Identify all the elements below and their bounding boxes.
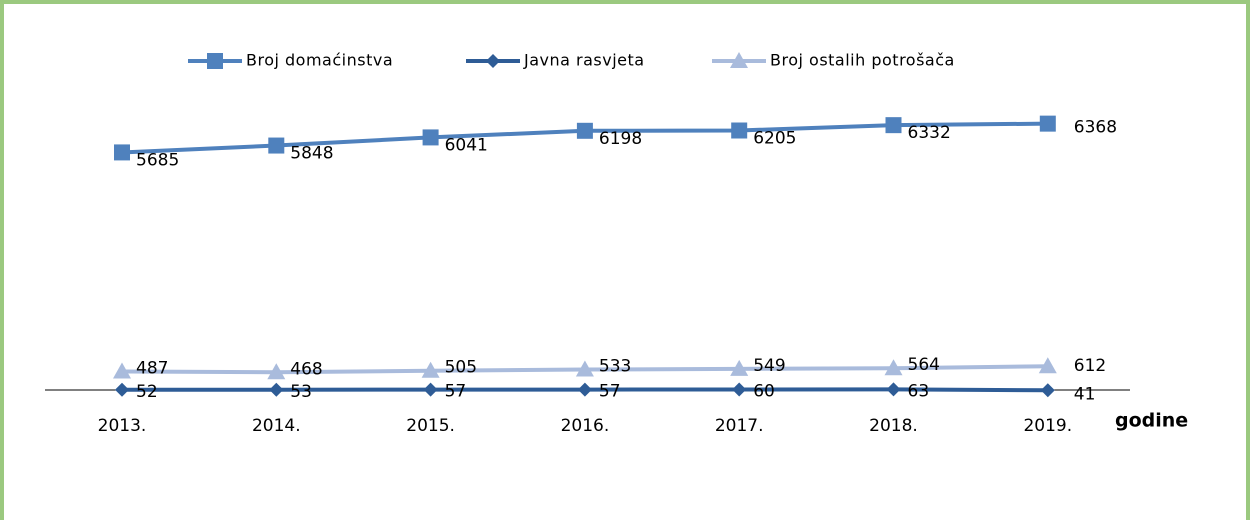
x-tick-label: 2014. [252, 416, 301, 436]
marker [423, 382, 438, 397]
marker [268, 137, 285, 154]
data-label: 487 [136, 358, 168, 378]
marker [730, 359, 749, 376]
data-label: 468 [290, 359, 322, 379]
data-label: 6041 [445, 135, 488, 155]
data-label: 5685 [136, 150, 179, 170]
data-label: 52 [136, 382, 158, 402]
marker [1040, 383, 1055, 398]
marker [115, 382, 129, 397]
legend-marker [207, 53, 223, 69]
data-label: 6205 [753, 129, 796, 149]
data-label: 53 [290, 382, 312, 402]
marker [1039, 115, 1056, 132]
marker [732, 382, 747, 397]
marker [267, 363, 286, 380]
data-label: 549 [753, 356, 785, 376]
legend-label: Broj ostalih potrošača [770, 51, 955, 70]
marker [886, 382, 901, 397]
x-tick-label: 2013. [98, 416, 147, 436]
data-label: 60 [753, 381, 775, 401]
x-tick-label: 2016. [561, 416, 610, 436]
x-tick-label: 2017. [715, 416, 764, 436]
data-label: 5848 [290, 144, 333, 164]
marker [731, 122, 748, 139]
legend-marker [486, 54, 500, 68]
marker [576, 122, 593, 139]
marker [885, 117, 902, 134]
marker [1038, 357, 1057, 374]
legend-label: Broj domaćinstva [246, 51, 393, 70]
legend-marker [730, 52, 748, 68]
marker [114, 144, 130, 161]
x-tick-label: 2015. [406, 416, 455, 436]
data-label: 41 [1074, 384, 1096, 404]
marker [113, 362, 131, 379]
marker [577, 382, 592, 397]
data-label: 57 [445, 382, 467, 402]
marker [575, 360, 594, 377]
marker [421, 361, 440, 378]
data-label: 564 [908, 355, 940, 375]
marker [884, 359, 903, 376]
marker [422, 129, 439, 146]
x-axis-label: godine [1115, 410, 1188, 432]
data-label: 612 [1074, 356, 1106, 376]
legend-label: Javna rasvjeta [523, 51, 645, 70]
marker [269, 382, 284, 397]
data-label: 6332 [908, 123, 951, 143]
data-label: 6198 [599, 129, 642, 149]
data-label: 533 [599, 357, 631, 377]
x-tick-label: 2019. [1023, 416, 1072, 436]
data-label: 63 [908, 381, 930, 401]
x-tick-label: 2018. [869, 416, 918, 436]
data-label: 6368 [1074, 118, 1117, 138]
data-label: 57 [599, 382, 621, 402]
data-label: 505 [445, 358, 477, 378]
